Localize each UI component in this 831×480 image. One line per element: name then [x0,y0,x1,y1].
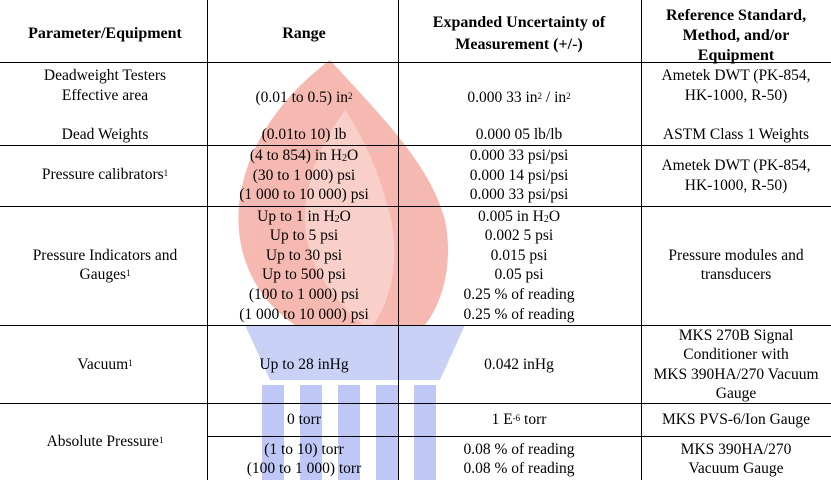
reference-cell: Ametek DWT (PK-854, [661,157,811,174]
header-reference: Reference Standard, [665,7,807,24]
param-deadweight: Effective area [61,87,149,104]
range-cell: (1 to 10) torr [264,441,344,458]
range-cell: (100 to 1 000) psi [248,286,360,303]
uncertainty-cell: 0.015 psi [490,247,548,264]
column-divider [398,0,399,480]
param-pressure-indicators: Pressure Indicators and [32,247,178,264]
reference-cell: Vacuum Gauge [688,460,784,477]
reference-cell: MKS 270B Signal [678,327,794,344]
column-divider [207,0,208,480]
range-cell: Up to 1 in H2O [257,208,351,225]
param-pressure-indicators: Gauges1 [79,266,131,283]
range-cell: (100 to 1 000) torr [246,460,362,477]
uncertainty-cell: 0.25 % of reading [463,306,575,323]
uncertainty-cell: 0.042 inHg [484,356,554,373]
range-cell: Up to 5 psi [269,227,339,244]
range-cell: Up to 28 inHg [259,356,349,373]
param-deadweight: Deadweight Testers [43,67,167,84]
column-divider [641,0,642,480]
reference-cell: HK-1000, R-50) [684,87,788,104]
uncertainty-cell: 0.000 05 lb/lb [475,126,563,143]
uncertainty-cell: 0.08 % of reading [463,460,575,477]
header-range: Range [282,25,326,42]
uncertainty-cell: 0.25 % of reading [463,286,575,303]
header-uncertainty: Expanded Uncertainty of [432,14,606,31]
range-cell: (1 000 to 10 000) psi [239,306,369,323]
row-divider [0,206,831,207]
uncertainty-cell: 0.000 33 psi/psi [469,186,569,203]
reference-cell: Ametek DWT (PK-854, [661,67,811,84]
uncertainty-cell: 0.000 33 psi/psi [469,147,569,164]
uncertainty-cell: 0.005 in H2O [477,208,561,225]
range-cell: (30 to 1 000) psi [252,167,356,184]
range-cell: (4 to 854) in H2O [249,147,359,164]
range-cell: (0.01 to 0.5) in2 [255,89,353,106]
reference-cell: transducers [700,266,772,283]
param-vacuum: Vacuum1 [77,356,133,373]
uncertainty-cell: 0.002 5 psi [484,227,554,244]
header-reference: Equipment [697,47,775,64]
uncertainty-cell: 0.05 psi [494,266,544,283]
reference-cell: Pressure modules and [668,247,804,264]
reference-cell: MKS 390HA/270 Vacuum [653,366,819,383]
uncertainty-cell: 1 E-6 torr [491,411,547,428]
header-parameter: Parameter/Equipment [28,25,182,42]
range-cell: Up to 500 psi [262,266,346,283]
row-divider [0,403,831,404]
reference-cell: Conditioner with [683,346,789,363]
range-cell: Up to 30 psi [265,247,343,264]
reference-cell: MKS 390HA/270 [680,441,792,458]
reference-cell: HK-1000, R-50) [684,177,788,194]
uncertainty-cell: 0.000 33 in2 / in2 [467,89,571,106]
uncertainty-cell: 0.08 % of reading [463,441,575,458]
range-cell: (1 000 to 10 000) psi [239,186,369,203]
reference-cell: Gauge [715,385,757,402]
param-pressure-calibrators: Pressure calibrators1 [41,166,169,183]
row-divider [0,145,831,146]
header-uncertainty: Measurement (+/-) [455,36,583,53]
param-absolute-pressure: Absolute Pressure1 [46,433,164,450]
uncertainty-cell: 0.000 14 psi/psi [469,167,569,184]
range-cell: (0.01to 10) lb [261,126,347,143]
param-dead-weights: Dead Weights [61,126,149,143]
reference-cell: MKS PVS-6/Ion Gauge [661,411,811,428]
reference-cell: ASTM Class 1 Weights [662,126,810,143]
header-reference: Method, and/or [682,27,790,44]
row-divider [207,436,831,437]
range-cell: 0 torr [286,411,322,428]
